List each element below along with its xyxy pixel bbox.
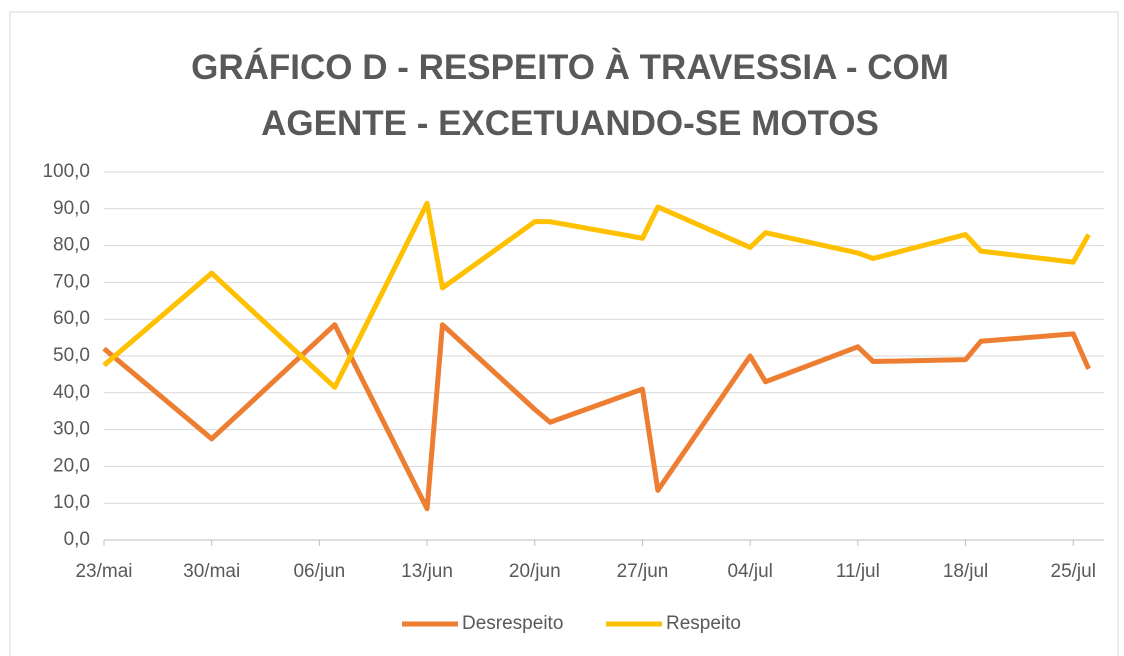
legend-label: Desrespeito bbox=[462, 613, 563, 634]
line-series bbox=[102, 322, 1091, 512]
x-tick-label: 20/jun bbox=[509, 561, 561, 582]
x-tick-label: 18/jul bbox=[943, 561, 988, 582]
x-tick-label: 30/mai bbox=[183, 561, 240, 582]
x-tick-label: 25/jul bbox=[1051, 561, 1096, 582]
y-tick-label: 20,0 bbox=[53, 455, 90, 476]
chart-title: GRÁFICO D - RESPEITO À TRAVESSIA - COM A… bbox=[191, 48, 949, 143]
x-tick-label: 06/jun bbox=[293, 561, 345, 582]
y-tick-label: 0,0 bbox=[64, 529, 90, 550]
legend-label: Respeito bbox=[666, 613, 741, 634]
x-tick-label: 13/jun bbox=[401, 561, 453, 582]
y-tick-label: 40,0 bbox=[53, 382, 90, 403]
x-tick-label: 27/jun bbox=[617, 561, 669, 582]
y-tick-label: 30,0 bbox=[53, 419, 90, 440]
line-series bbox=[102, 200, 1091, 390]
y-tick-label: 60,0 bbox=[53, 308, 90, 329]
y-tick-label: 90,0 bbox=[53, 198, 90, 219]
x-tick-label: 23/mai bbox=[75, 561, 132, 582]
y-tick-label: 100,0 bbox=[42, 161, 90, 182]
y-tick-label: 80,0 bbox=[53, 235, 90, 256]
y-tick-label: 70,0 bbox=[53, 271, 90, 292]
y-tick-label: 50,0 bbox=[53, 345, 90, 366]
y-tick-label: 10,0 bbox=[53, 492, 90, 513]
x-tick-label: 11/jul bbox=[836, 561, 880, 582]
x-tick-label: 04/jul bbox=[727, 561, 772, 582]
chart-border bbox=[9, 11, 1119, 656]
